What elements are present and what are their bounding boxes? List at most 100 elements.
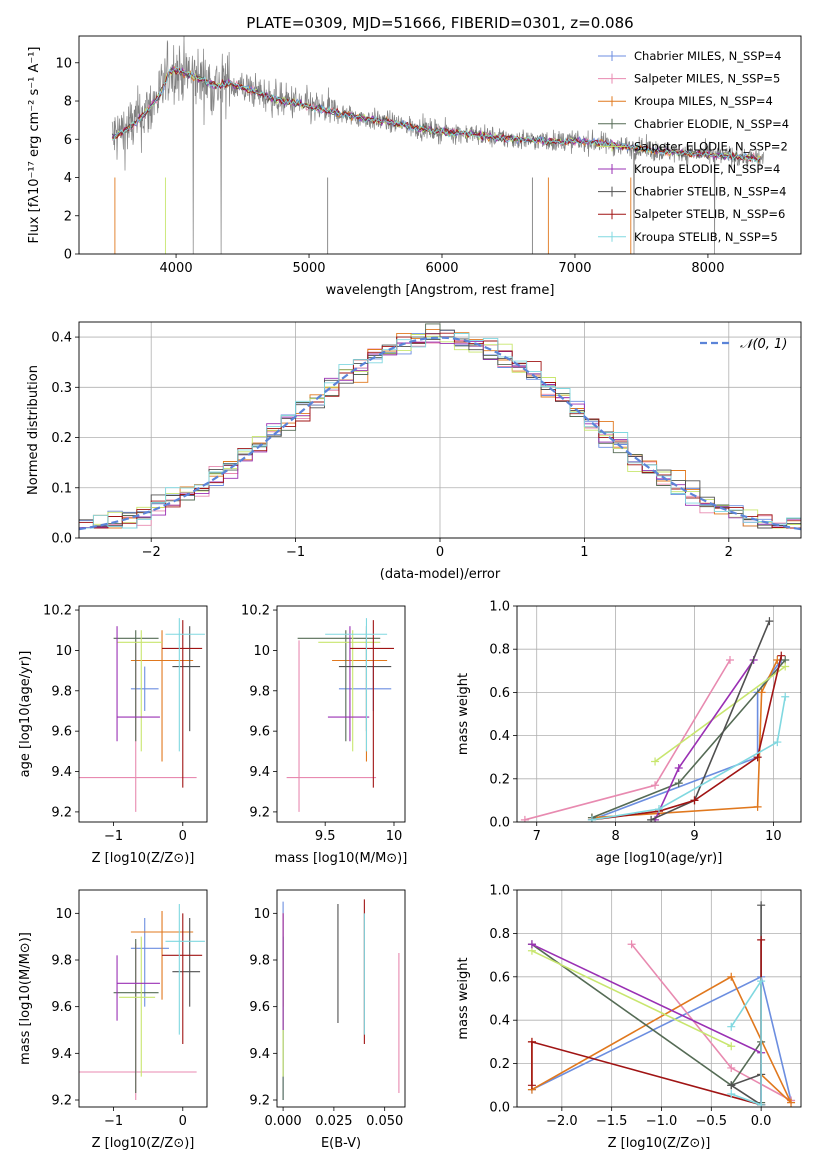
x-axis-label: wavelength [Angstrom, rest frame] [326, 283, 555, 298]
x-tick-label-3: 1 [580, 545, 588, 560]
panel-mass_weight_vs_Z: −2.0 −1.5 −1.0 −0.5 0.0 0.0 0.2 0.4 0.6 0.8 1.0 Z [… [456, 884, 802, 1151]
legend-entry-normal: 𝒩(0, 1) [740, 337, 787, 352]
x-tick-label-1: 10 [386, 829, 403, 844]
series-marker-8-2 [757, 1100, 766, 1107]
series-marker-6-2 [727, 1081, 736, 1090]
axes-frame [78, 35, 802, 255]
x-tick-label-3: 7000 [558, 261, 591, 276]
y-tick-label-0: 9.2 [249, 805, 270, 820]
y-tick-label-3: 0.6 [489, 686, 510, 701]
legend-entry-5: Kroupa ELODIE, N_SSP=4 [634, 162, 780, 176]
y-tick-label-0: 0.0 [51, 532, 72, 547]
legend-entry-4: Salpeter ELODIE, N_SSP=2 [634, 139, 788, 153]
y-tick-label-5: 1.0 [489, 600, 510, 615]
x-axis-label: Z [log10(Z/Z⊙)] [92, 1136, 195, 1151]
panel-mass_vs_ebv: 0.000 0.025 0.050 9.2 9.4 9.6 9.8 10 E(B-V) [249, 889, 406, 1151]
y-axis-label: Normed distribution [26, 365, 41, 495]
y-tick-label-1: 2 [64, 209, 72, 224]
x-tick-label-1: −1 [286, 545, 305, 560]
residual-histogram-5 [79, 341, 801, 529]
plot-area [79, 904, 205, 1100]
series-line-8 [591, 696, 786, 821]
y-tick-label-2: 4 [64, 171, 72, 186]
y-tick-label-2: 0.4 [489, 1014, 510, 1029]
axes-frame [78, 889, 208, 1108]
y-tick-label-1: 0.2 [489, 1057, 510, 1072]
y-tick-label-0: 0.0 [489, 1101, 510, 1116]
model-spectrum-8 [112, 66, 761, 163]
legend-entry-8: Kroupa STELIB, N_SSP=5 [634, 230, 778, 244]
series-marker-4-1 [781, 662, 790, 671]
x-tick-label-0: −1 [104, 829, 123, 844]
x-tick-label-1: −1.5 [596, 1114, 628, 1129]
y-tick-label-1: 9.4 [51, 1047, 72, 1062]
x-tick-label-1: 0 [179, 1114, 187, 1129]
series-marker-6-0 [757, 901, 766, 910]
x-tick-label-4: 0.0 [751, 1114, 772, 1129]
y-tick-label-4: 0.8 [489, 643, 510, 658]
x-tick-label-0: −2 [142, 545, 161, 560]
panel-age_vs_mass: 9.5 10 9.2 9.4 9.6 9.8 10 10.2 mass [log10(M/M⊙)… [241, 604, 407, 866]
y-tick-label-0: 9.2 [249, 1094, 270, 1109]
y-tick-label-0: 0 [64, 248, 72, 263]
panel-age_vs_Z: −1 0 9.2 9.4 9.6 9.8 10 10.2 Z [log10(Z/Z⊙)] age … [18, 604, 208, 866]
x-tick-label-0: −2.0 [546, 1114, 578, 1129]
axes-frame [516, 605, 802, 823]
x-tick-label-0: 4000 [160, 261, 193, 276]
y-tick-label-1: 9.4 [249, 1047, 270, 1062]
series-marker-5-1 [674, 764, 683, 772]
plot-area [282, 899, 400, 1100]
normal-pdf-curve [79, 336, 801, 531]
series-marker-8-1 [655, 805, 663, 814]
x-tick-label-0: −1 [104, 1114, 123, 1129]
series-marker-7-3 [527, 1081, 536, 1090]
series-marker-2-1 [753, 802, 762, 811]
axes-frame [276, 605, 406, 823]
series-marker-8-0 [727, 1022, 736, 1031]
axes-frame [78, 321, 802, 539]
x-axis-label: E(B-V) [321, 1136, 361, 1151]
series-marker-2-2 [727, 972, 736, 981]
x-tick-label-1: 0 [179, 829, 187, 844]
series-marker-4-0 [651, 757, 660, 766]
x-axis-label: (data-model)/error [380, 567, 501, 582]
series-marker-2-3 [787, 1098, 796, 1107]
series-line-4 [654, 665, 786, 763]
series-line-1 [524, 659, 731, 821]
y-tick-label-0: 0.0 [489, 816, 510, 831]
x-tick-label-2: 9 [690, 829, 698, 844]
y-tick-label-1: 0.1 [51, 481, 72, 496]
series-marker-7-3 [753, 753, 762, 762]
axes-frame [78, 605, 208, 823]
y-tick-label-4: 10 [55, 644, 72, 659]
y-tick-label-3: 9.8 [249, 954, 270, 969]
series-marker-6-2 [765, 617, 774, 626]
y-tick-label-3: 9.8 [51, 684, 72, 699]
panel-mass_vs_Z: −1 0 9.2 9.4 9.6 9.8 10 Z [log10(Z/Z⊙)] mass [lo… [18, 889, 208, 1151]
y-tick-label-4: 8 [64, 95, 72, 110]
y-axis-label: mass weight [456, 673, 471, 755]
y-tick-label-4: 0.4 [51, 331, 72, 346]
x-tick-label-3: 10 [765, 829, 782, 844]
residual-histogram-8 [79, 333, 801, 529]
y-tick-label-0: 9.2 [51, 805, 72, 820]
plot-area [79, 618, 205, 812]
series-marker-6-0 [647, 815, 656, 822]
panel-spectrum: 4000 5000 6000 7000 8000 0 2 4 6 8 10 wavelength [A… [27, 35, 802, 298]
axes-frame [276, 889, 406, 1108]
y-axis-label: mass weight [456, 957, 471, 1039]
y-tick-label-1: 9.4 [249, 765, 270, 780]
y-tick-label-4: 10 [253, 907, 270, 922]
x-tick-label-0: 0.000 [264, 1114, 301, 1129]
series-line-8 [730, 978, 762, 1106]
y-tick-label-5: 1.0 [489, 884, 510, 899]
x-tick-label-1: 8 [611, 829, 619, 844]
y-tick-label-3: 6 [64, 133, 72, 148]
y-tick-label-5: 10.2 [241, 604, 270, 619]
x-axis-label: mass [log10(M/M⊙)] [275, 851, 408, 866]
y-axis-label: Flux [fλ10⁻¹⁷ erg cm⁻² s⁻¹ A⁻¹] [27, 47, 42, 244]
y-tick-label-2: 9.6 [51, 725, 72, 740]
series-marker-1-1 [727, 1063, 736, 1072]
y-tick-label-4: 0.8 [489, 927, 510, 942]
